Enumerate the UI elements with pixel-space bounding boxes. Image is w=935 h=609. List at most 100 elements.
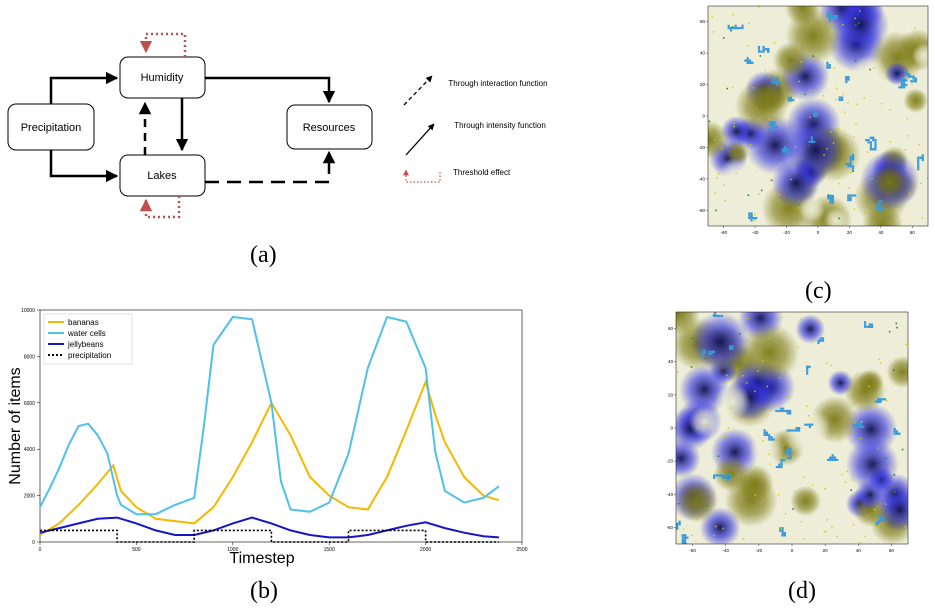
water-cell	[833, 15, 836, 18]
water-cell	[763, 429, 766, 432]
banana-item	[798, 47, 800, 49]
water-cell	[718, 314, 721, 318]
banana-item	[762, 440, 764, 442]
water-cell	[828, 19, 832, 22]
water-cell	[750, 212, 753, 215]
plant-item	[708, 120, 711, 123]
water-cell	[865, 139, 868, 142]
water-cell	[724, 474, 727, 477]
series-line-precipitation	[40, 529, 499, 543]
water-cell	[836, 458, 839, 461]
banana-item	[815, 58, 817, 61]
water-cell	[681, 538, 684, 542]
water-cell	[869, 136, 872, 139]
water-cell	[813, 114, 816, 117]
banana-item	[844, 111, 846, 113]
water-cell	[776, 79, 779, 82]
banana-item	[780, 528, 782, 530]
banana-item	[757, 6, 760, 8]
water-cell	[778, 463, 781, 466]
empty-area	[807, 382, 829, 404]
banana-item	[681, 485, 683, 488]
water-cell	[681, 541, 684, 544]
banana-item	[873, 508, 876, 511]
water-cell	[829, 201, 832, 204]
water-cell	[817, 339, 820, 342]
water-cell	[767, 50, 770, 53]
water-cell	[810, 136, 813, 139]
plant-item	[896, 326, 898, 329]
water-cell	[862, 425, 865, 428]
jellybean-density-blob	[786, 121, 844, 179]
banana-item	[849, 171, 852, 174]
water-cell	[727, 27, 730, 30]
water-cell	[684, 541, 687, 544]
banana-item	[830, 364, 832, 367]
water-cell	[752, 217, 755, 220]
water-cell	[845, 78, 848, 81]
jellybean-density-blob	[831, 6, 890, 54]
water-cell	[731, 345, 734, 348]
empty-area	[850, 54, 888, 92]
water-cell	[847, 196, 850, 199]
water-cell	[762, 50, 765, 53]
water-cell	[881, 398, 884, 401]
water-cell	[857, 425, 860, 428]
water-cell	[781, 527, 784, 530]
water-cell	[770, 438, 773, 441]
banana-item	[842, 93, 845, 96]
banana-item	[717, 173, 720, 175]
water-cell	[917, 163, 920, 166]
banana-item	[682, 528, 685, 530]
water-cell	[880, 209, 883, 212]
banana-item	[906, 135, 909, 137]
banana-item	[768, 118, 770, 120]
water-cell	[847, 76, 850, 79]
banana-item	[841, 473, 843, 476]
water-cell	[912, 80, 915, 83]
water-cell	[781, 148, 784, 151]
water-cell	[781, 534, 784, 537]
water-cell	[880, 519, 883, 522]
banana-item	[810, 22, 812, 25]
plant-item	[827, 194, 830, 196]
banana-item	[813, 339, 816, 341]
water-cell	[765, 431, 768, 434]
banana-density-blob	[676, 480, 719, 523]
water-cell	[768, 121, 772, 124]
water-cell	[795, 427, 798, 430]
banana-item	[826, 148, 828, 150]
water-cell	[676, 522, 679, 526]
banana-density-blob	[886, 355, 908, 389]
water-cell	[719, 308, 721, 310]
water-cell	[903, 79, 906, 82]
water-cell	[900, 83, 903, 87]
water-cell	[849, 196, 852, 199]
water-cell	[791, 429, 794, 432]
legend-label: precipitation	[68, 351, 111, 360]
water-cell	[757, 48, 761, 51]
banana-item	[732, 86, 734, 89]
water-cell	[776, 81, 779, 84]
water-cell	[857, 421, 860, 424]
water-cell	[907, 75, 911, 78]
banana-item	[797, 207, 800, 209]
banana-density-blob	[903, 88, 928, 114]
banana-item	[927, 177, 928, 180]
y-tick-label: 0	[32, 540, 35, 546]
water-cell	[835, 15, 838, 18]
banana-item	[778, 193, 780, 196]
water-cell	[831, 456, 834, 459]
water-cell	[787, 457, 790, 460]
banana-item	[878, 358, 880, 360]
banana-item	[770, 332, 772, 335]
x-tick-label: 1000	[227, 547, 238, 553]
water-cell	[773, 121, 776, 124]
water-cell	[826, 15, 829, 18]
water-cell	[784, 148, 787, 151]
water-cell	[789, 99, 792, 102]
water-cell	[724, 476, 727, 479]
plant-item	[717, 455, 720, 458]
water-cell	[833, 458, 837, 461]
water-cell	[784, 409, 787, 413]
